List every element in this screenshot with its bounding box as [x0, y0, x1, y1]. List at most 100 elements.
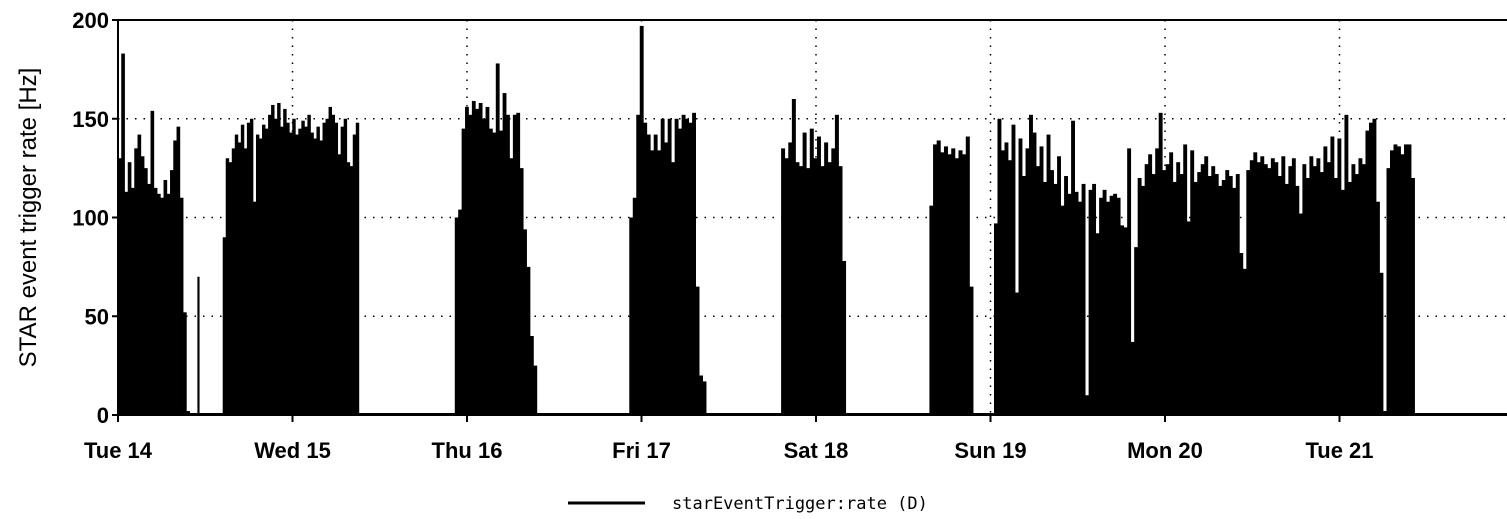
data-bar: [240, 124, 245, 416]
data-bar: [1137, 178, 1142, 415]
data-bar: [1116, 197, 1121, 415]
data-bar: [1368, 122, 1373, 415]
data-bar: [1393, 144, 1398, 416]
data-bar: [465, 106, 469, 416]
x-tick-label: Tue 14: [84, 438, 153, 463]
data-bar: [1365, 130, 1370, 415]
data-bar: [1390, 150, 1394, 415]
data-bar: [784, 158, 789, 415]
data-bar: [183, 312, 187, 415]
data-bar: [186, 411, 190, 415]
data-bar: [289, 132, 293, 415]
data-bar: [144, 168, 148, 415]
data-bar: [1050, 170, 1054, 415]
data-bar: [286, 122, 290, 415]
data-bar: [343, 118, 348, 415]
data-bar: [827, 162, 832, 415]
data-bar: [653, 134, 658, 416]
x-tick-label: Thu 16: [432, 438, 503, 463]
data-bar: [1025, 148, 1030, 415]
data-bar: [492, 132, 497, 415]
data-bar: [1074, 191, 1079, 415]
data-bar: [643, 122, 648, 415]
x-tick-label: Sun 19: [954, 438, 1026, 463]
data-bar: [258, 138, 263, 415]
data-bar: [1190, 150, 1195, 415]
data-bar: [1260, 156, 1265, 415]
data-bar: [331, 114, 336, 416]
data-bar: [157, 193, 161, 415]
data-bar: [298, 128, 302, 415]
data-bar: [650, 150, 655, 415]
data-bar: [1029, 114, 1033, 416]
data-bar: [340, 126, 345, 416]
data-bar: [255, 134, 260, 416]
data-bar: [965, 136, 970, 415]
data-bar: [1263, 164, 1268, 415]
data-bar: [951, 148, 956, 415]
data-bar: [660, 118, 665, 415]
data-bar: [1204, 156, 1209, 415]
data-bar: [1382, 411, 1387, 415]
data-bar: [1064, 176, 1068, 415]
data-bar: [795, 162, 800, 415]
data-bar: [1319, 172, 1324, 415]
data-bar: [1386, 168, 1391, 415]
data-bar: [140, 156, 145, 415]
data-bar: [197, 276, 200, 415]
data-bar: [499, 130, 504, 415]
data-bars: [118, 25, 1507, 416]
data-bar: [1235, 174, 1240, 415]
data-bar: [1176, 162, 1181, 415]
data-bar: [1053, 183, 1058, 415]
data-bar: [488, 128, 493, 415]
data-bar: [1323, 146, 1328, 415]
data-bar: [458, 209, 463, 415]
data-bar: [271, 104, 275, 416]
data-bar: [799, 166, 804, 415]
data-bar: [1253, 152, 1258, 415]
data-bar: [699, 375, 703, 415]
data-bar: [274, 118, 278, 415]
data-bar: [328, 106, 332, 416]
data-bar: [802, 132, 807, 415]
data-bar: [993, 223, 998, 415]
x-tick-label: Fri 17: [612, 438, 671, 463]
data-bar: [1092, 183, 1097, 415]
data-bar: [1281, 156, 1286, 415]
data-bar: [940, 152, 945, 415]
data-bar: [523, 229, 527, 415]
data-bar: [1309, 156, 1314, 415]
data-bar: [1183, 144, 1188, 416]
data-bar: [1169, 152, 1174, 415]
data-bar: [997, 118, 1002, 415]
data-bar: [337, 154, 342, 416]
data-bar: [1232, 187, 1237, 415]
data-bar: [1162, 170, 1167, 415]
data-bar: [1036, 166, 1040, 415]
data-bar: [954, 158, 959, 415]
x-tick-label: Tue 21: [1305, 438, 1373, 463]
data-bar: [667, 118, 672, 415]
tick-labels: 0 50 100 150 200 Tue 14 Wed 15 Thu 16 Fri 17 Sat …: [72, 8, 1373, 463]
data-bar: [246, 122, 251, 415]
data-bar: [1158, 112, 1163, 415]
data-bar: [1312, 166, 1317, 415]
data-bar: [1207, 176, 1212, 415]
data-bar: [1358, 158, 1363, 415]
data-bar: [179, 197, 184, 415]
data-bar: [958, 150, 963, 415]
data-bar: [813, 158, 818, 415]
data-bar: [1022, 176, 1026, 415]
data-bar: [1326, 162, 1331, 415]
data-bar: [936, 140, 941, 415]
data-bar: [1088, 189, 1093, 415]
data-bar: [1095, 233, 1100, 415]
data-bar: [509, 158, 514, 415]
data-bar: [1099, 197, 1104, 415]
data-bar: [355, 122, 360, 415]
data-bar: [346, 162, 351, 415]
data-bar: [1354, 174, 1359, 415]
data-bar: [313, 138, 317, 415]
x-tick-label: Mon 20: [1127, 438, 1203, 463]
